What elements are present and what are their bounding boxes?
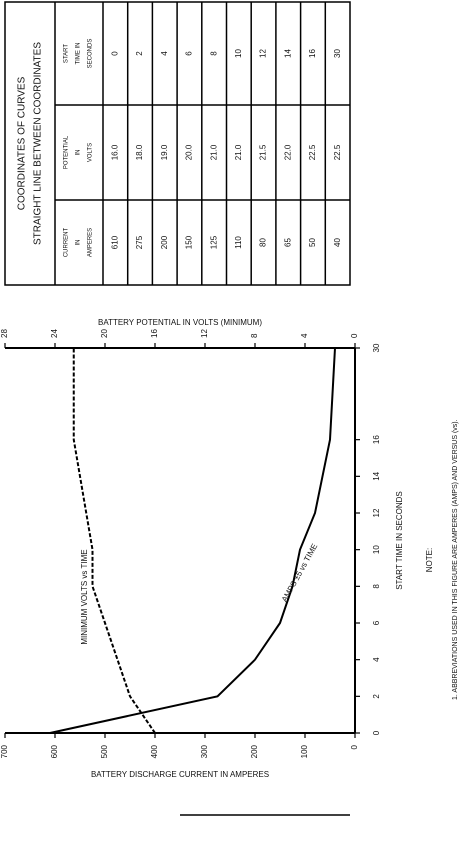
table-cell: 40 xyxy=(333,238,342,247)
table-cell: 200 xyxy=(160,235,169,249)
note-title: NOTE: xyxy=(425,548,434,572)
y2-tick-label: 4 xyxy=(300,333,309,338)
x-tick-label: 6 xyxy=(372,620,381,625)
y-tick-label: 300 xyxy=(200,744,209,758)
table-header: SECONDS xyxy=(88,39,94,69)
table-header: IN xyxy=(76,150,82,156)
y-axis-title: BATTERY DISCHARGE CURRENT IN AMPERES xyxy=(91,770,269,779)
x-tick-label: 14 xyxy=(372,471,381,480)
x-tick-label: 8 xyxy=(372,584,381,589)
table-title: COORDINATES OF CURVES xyxy=(17,76,28,210)
table-cell: 2 xyxy=(135,51,144,56)
y-tick-label: 600 xyxy=(50,744,59,758)
table-cell: 16 xyxy=(308,49,317,58)
table-header: AMPERES xyxy=(88,228,94,257)
x-tick-label: 4 xyxy=(372,657,381,662)
table-cell: 18.0 xyxy=(135,144,144,160)
table-cell: 14 xyxy=(283,49,292,58)
y-tick-label: 200 xyxy=(250,744,259,758)
table-cell: 50 xyxy=(308,238,317,247)
table-cell: 4 xyxy=(160,51,169,56)
table-title: STRAIGHT LINE BETWEEN COORDINATES xyxy=(33,42,44,245)
x-tick-label: 2 xyxy=(372,694,381,699)
table-cell: 125 xyxy=(209,235,218,249)
y2-tick-label: 28 xyxy=(0,329,9,338)
rotated-figure: 0100200300400500600700048121620242802468… xyxy=(0,1,459,816)
table-cell: 16.0 xyxy=(110,144,119,160)
x-axis-title: START TIME IN SECONDS xyxy=(395,491,404,590)
table-cell: 8 xyxy=(209,51,218,56)
x-tick-label: 30 xyxy=(372,343,381,352)
series-line xyxy=(72,348,156,734)
x-tick-label: 16 xyxy=(372,435,381,444)
table-header: VOLTS xyxy=(88,143,94,162)
table-cell: 150 xyxy=(185,235,194,249)
y-tick-label: 500 xyxy=(100,744,109,758)
table-cell: 80 xyxy=(259,238,268,247)
table-header: TIME IN xyxy=(76,43,82,65)
y2-axis-title: BATTERY POTENTIAL IN VOLTS (MINIMUM) xyxy=(98,318,262,327)
y-tick-label: 700 xyxy=(0,744,9,758)
y2-tick-label: 24 xyxy=(50,329,59,338)
table-cell: 0 xyxy=(110,51,119,56)
table-cell: 610 xyxy=(110,235,119,249)
x-tick-label: 0 xyxy=(372,730,381,735)
x-tick-label: 10 xyxy=(372,545,381,554)
table-cell: 21.0 xyxy=(234,144,243,160)
y2-tick-label: 0 xyxy=(350,333,359,338)
table-cell: 19.0 xyxy=(160,144,169,160)
table-cell: 275 xyxy=(135,235,144,249)
table-cell: 21.5 xyxy=(259,144,268,160)
y-tick-label: 0 xyxy=(350,744,359,749)
note-item: 1. ABBREVIATIONS USED IN THIS FIGURE ARE… xyxy=(452,419,459,700)
series-label: MINIMUM VOLTS vs TIME xyxy=(80,549,89,644)
y2-tick-label: 12 xyxy=(200,329,209,338)
y-tick-label: 400 xyxy=(150,744,159,758)
series-line xyxy=(49,347,336,734)
table-cell: 65 xyxy=(283,238,292,247)
table-cell: 22.5 xyxy=(308,144,317,160)
table-cell: 12 xyxy=(259,49,268,58)
table-cell: 6 xyxy=(185,51,194,56)
table-cell: 110 xyxy=(234,236,243,249)
table-cell: 21.0 xyxy=(209,144,218,160)
table-cell: 10 xyxy=(234,49,243,58)
table-header: CURRENT xyxy=(64,228,70,258)
table-cell: 30 xyxy=(333,49,342,58)
table-cell: 20.0 xyxy=(185,144,194,160)
y-tick-label: 100 xyxy=(300,744,309,758)
table-cell: 22.5 xyxy=(333,144,342,160)
table-header: IN xyxy=(76,240,82,246)
x-tick-label: 12 xyxy=(372,508,381,517)
table-cell: 22.0 xyxy=(283,144,292,160)
y2-tick-label: 16 xyxy=(150,329,159,338)
y2-tick-label: 20 xyxy=(100,329,109,338)
table-header: START xyxy=(64,44,70,63)
table-header: POTENTIAL xyxy=(64,135,70,169)
y2-tick-label: 8 xyxy=(250,333,259,338)
